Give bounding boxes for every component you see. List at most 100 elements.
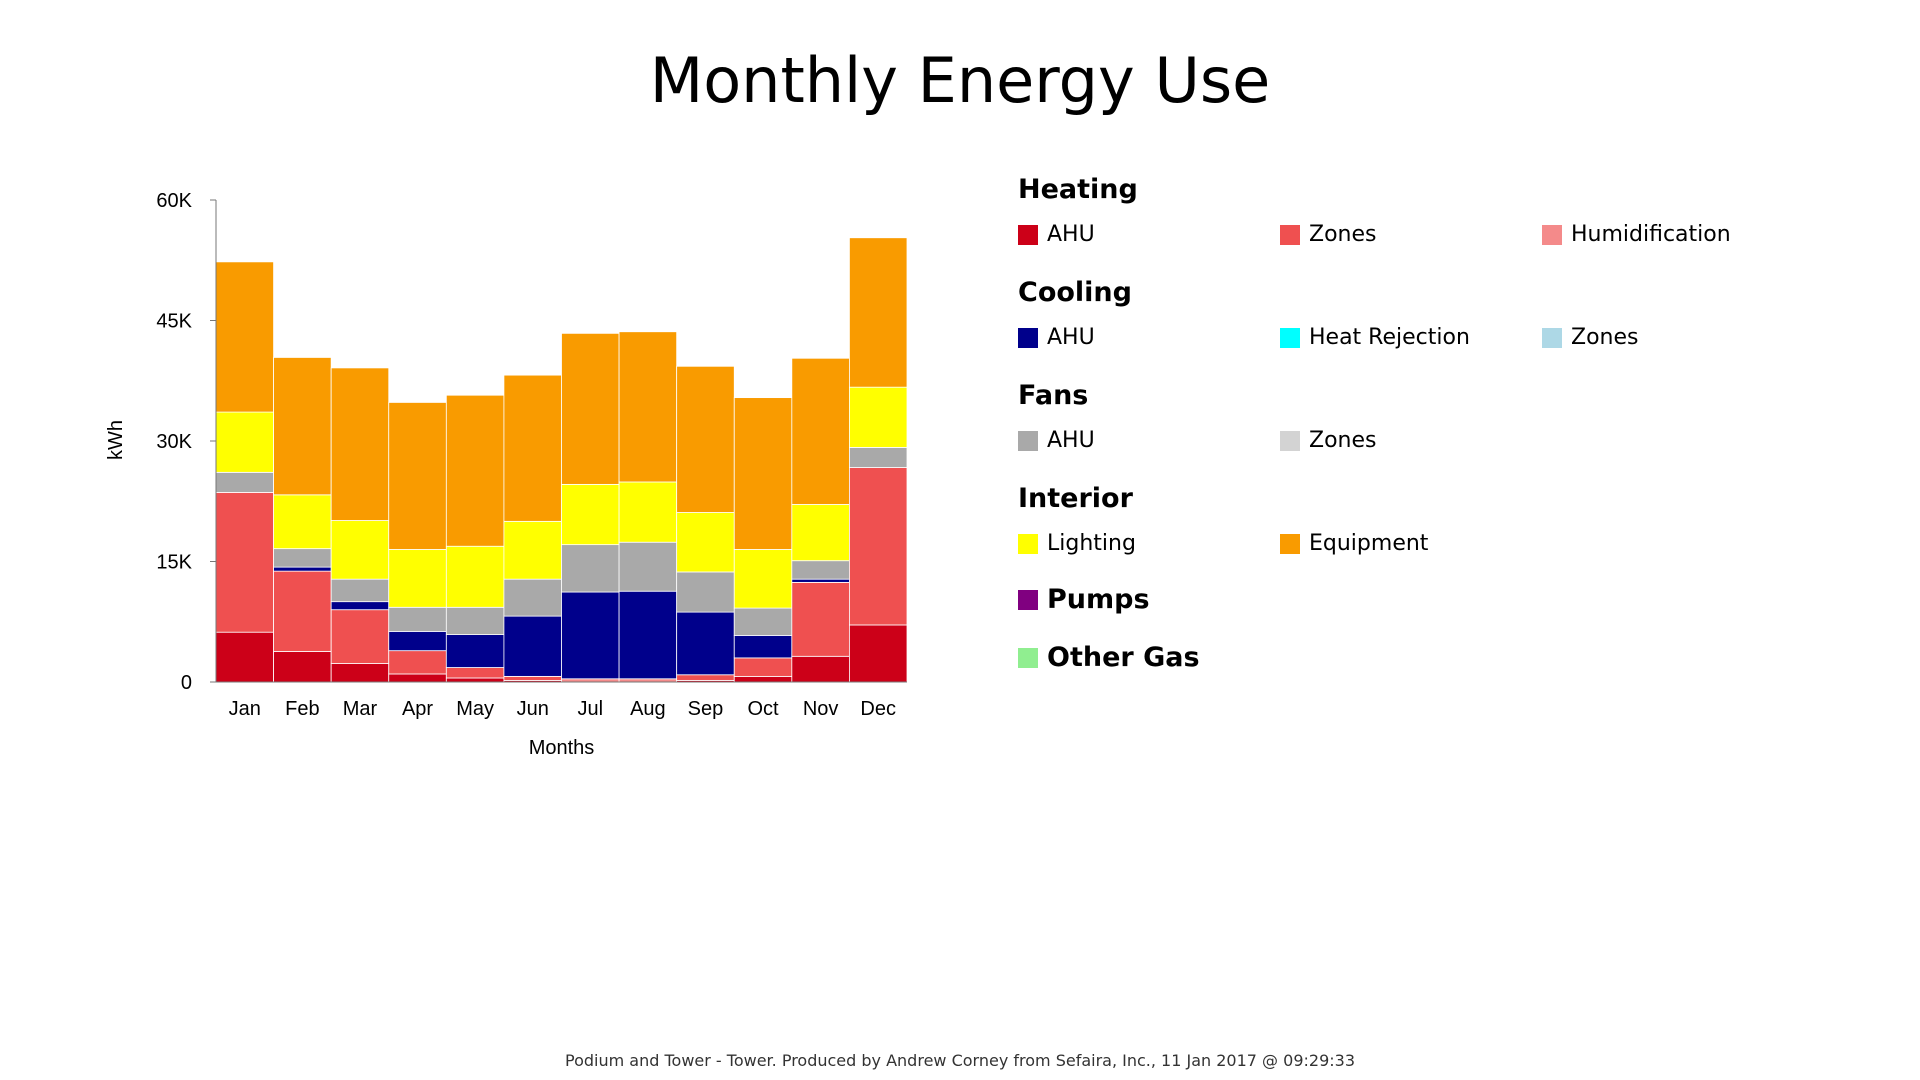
bar-aug-interior-lighting	[618, 481, 678, 543]
bar-sep-heating-zones	[676, 674, 735, 681]
bar-mar-fans-ahu	[330, 578, 390, 603]
legend-label: Lighting	[1047, 531, 1136, 556]
bar-aug-interior-equipment	[618, 331, 678, 483]
legend-group-title: Heating	[1018, 174, 1138, 205]
bar-jun-fans-ahu	[503, 578, 562, 617]
bar-feb-interior-equipment	[273, 357, 332, 496]
bar-may-interior-equipment	[445, 394, 505, 547]
bar-apr-interior-equipment	[388, 402, 447, 550]
bar-jan-interior-equipment	[215, 261, 274, 413]
legend-item-other-gas: Other Gas	[1018, 642, 1200, 673]
bar-may-cooling-ahu	[445, 634, 505, 668]
x-tick-label: Jul	[578, 698, 604, 720]
bar-dec-fans-ahu	[849, 447, 908, 468]
bar-jan-heating-zones	[215, 492, 274, 633]
legend-swatch	[1018, 430, 1038, 451]
bar-jan-heating-ahu	[215, 631, 274, 683]
bar-dec-interior-equipment	[849, 237, 908, 388]
bar-jul-cooling-ahu	[561, 591, 620, 680]
legend-item: Zones	[1542, 325, 1638, 350]
legend-group-title: Fans	[1018, 380, 1089, 411]
legend-swatch	[1280, 533, 1300, 554]
y-tick-label: 30K	[156, 431, 192, 453]
x-tick-label: Mar	[343, 698, 378, 720]
legend-item: Humidification	[1542, 222, 1731, 247]
bar-dec-interior-lighting	[849, 386, 908, 448]
y-tick-label: 0	[181, 672, 192, 694]
bar-oct-heating-ahu	[733, 675, 793, 683]
legend-item: AHU	[1018, 325, 1095, 350]
bar-may-interior-lighting	[445, 545, 505, 608]
bar-mar-interior-equipment	[330, 367, 390, 521]
legend-group-title: Cooling	[1018, 277, 1132, 308]
legend-label: Equipment	[1309, 531, 1429, 556]
legend-label: Heat Rejection	[1309, 325, 1470, 350]
bar-jan-interior-lighting	[215, 411, 274, 473]
legend-label: AHU	[1047, 325, 1095, 350]
bar-aug-fans-ahu	[618, 541, 678, 592]
bar-sep-cooling-ahu	[676, 611, 735, 676]
bar-oct-interior-lighting	[733, 549, 793, 609]
bar-jul-fans-ahu	[561, 544, 620, 593]
legend-label: AHU	[1047, 222, 1095, 247]
x-tick-label: Oct	[747, 698, 779, 720]
chart-title: Monthly Energy Use	[649, 44, 1271, 117]
y-axis-title: kWh	[105, 420, 127, 460]
bar-feb-interior-lighting	[273, 494, 332, 550]
bar-oct-heating-zones	[733, 657, 793, 677]
legend-item-pumps: Pumps	[1018, 584, 1150, 615]
x-tick-label: Feb	[285, 698, 319, 720]
bar-mar-cooling-ahu	[330, 601, 390, 611]
legend-item: Zones	[1280, 222, 1376, 247]
legend-item: Equipment	[1280, 531, 1428, 556]
bar-sep-interior-equipment	[676, 365, 735, 513]
legend-swatch	[1018, 533, 1038, 554]
legend-item: Heat Rejection	[1280, 325, 1470, 350]
bar-nov-heating-ahu	[791, 655, 850, 683]
bar-jun-interior-lighting	[503, 520, 562, 580]
legend-label: Other Gas	[1047, 642, 1200, 673]
legend-swatch	[1018, 647, 1038, 668]
legend-swatch	[1280, 327, 1300, 348]
bar-apr-cooling-ahu	[388, 630, 447, 652]
bar-may-heating-zones	[445, 667, 505, 679]
y-tick-label: 15K	[156, 552, 192, 574]
legend-swatch	[1542, 327, 1562, 348]
bar-nov-heating-zones	[791, 581, 850, 657]
x-tick-label: Apr	[402, 698, 433, 720]
legend-swatch	[1542, 224, 1562, 245]
bar-feb-heating-zones	[273, 570, 332, 652]
bar-dec-heating-zones	[849, 467, 908, 626]
x-tick-label: Aug	[630, 698, 666, 720]
legend-label: Pumps	[1047, 584, 1150, 615]
bar-nov-interior-lighting	[791, 504, 850, 562]
legend-item: Zones	[1280, 428, 1376, 453]
x-tick-label: Jun	[517, 698, 549, 720]
bar-jul-interior-equipment	[561, 332, 620, 485]
bar-mar-heating-ahu	[330, 663, 390, 683]
legend-item: AHU	[1018, 222, 1095, 247]
bar-oct-fans-ahu	[733, 607, 793, 636]
legend-swatch	[1280, 430, 1300, 451]
bar-dec-heating-ahu	[849, 624, 908, 683]
legend-label: Humidification	[1571, 222, 1731, 247]
bar-feb-fans-ahu	[273, 548, 332, 568]
bar-sep-interior-lighting	[676, 512, 735, 573]
x-tick-label: May	[456, 698, 494, 720]
bar-may-fans-ahu	[445, 606, 505, 635]
bar-oct-interior-equipment	[733, 397, 793, 550]
x-axis-title: Months	[529, 737, 595, 759]
bar-apr-heating-ahu	[388, 673, 447, 683]
legend-label: Zones	[1309, 428, 1377, 453]
bar-jan-fans-ahu	[215, 471, 274, 493]
legend-label: Zones	[1571, 325, 1639, 350]
legend-item: AHU	[1018, 428, 1095, 453]
x-tick-label: Jan	[229, 698, 261, 720]
legend-swatch	[1018, 589, 1038, 610]
bar-nov-interior-equipment	[791, 357, 850, 505]
bar-jun-interior-equipment	[503, 374, 562, 522]
bar-feb-heating-ahu	[273, 651, 332, 683]
bar-jun-heating-zones	[503, 675, 562, 681]
bar-feb-cooling-ahu	[273, 566, 332, 572]
bar-jul-interior-lighting	[561, 483, 620, 546]
